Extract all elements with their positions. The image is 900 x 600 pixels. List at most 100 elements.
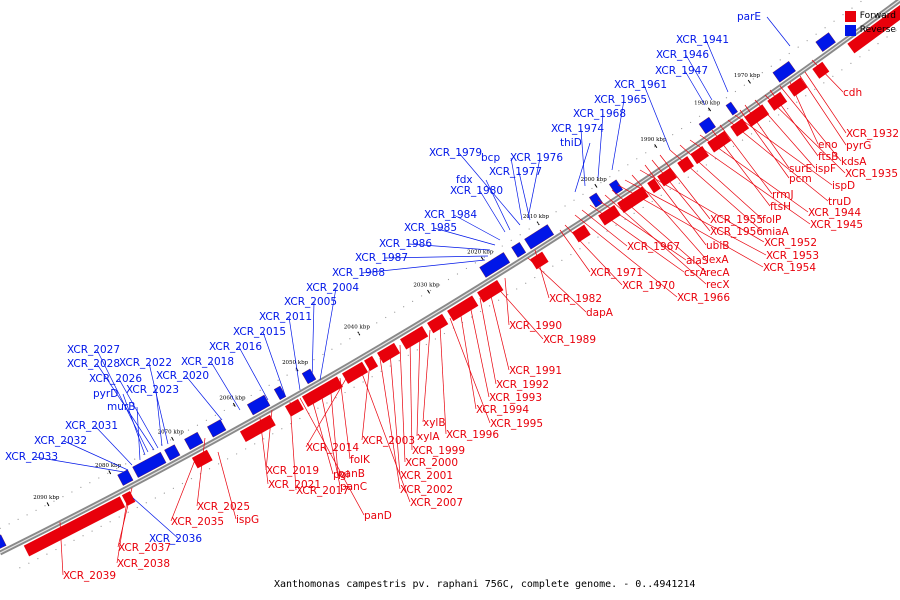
reverse-leader-line: [684, 70, 706, 106]
tick-dot: [663, 140, 665, 142]
reverse-gene-label: XCR_2032: [34, 435, 87, 447]
reverse-gene-label: XCR_2022: [119, 357, 172, 369]
reverse-gene-label: XCR_2005: [284, 296, 337, 308]
tick-dot: [597, 236, 599, 238]
forward-gene-label: XCR_1953: [766, 250, 819, 262]
forward-gene-block: [284, 398, 304, 417]
reverse-leader-line: [63, 440, 129, 471]
tick-label: 2030 kbp: [413, 283, 440, 289]
tick-dot: [787, 107, 789, 110]
tick-dot: [250, 394, 252, 397]
reverse-leader-line: [766, 16, 791, 47]
forward-leader-line: [309, 391, 334, 475]
tick-mark: [747, 79, 751, 84]
forward-gene-label: XCR_1990: [509, 320, 562, 332]
tick-dot: [362, 381, 364, 383]
tick-dot: [438, 284, 441, 286]
forward-gene-label: XCR_1992: [496, 379, 549, 391]
tick-mark: [654, 144, 658, 149]
tick-dot: [331, 348, 333, 350]
reverse-gene-label: XCR_1987: [355, 252, 408, 264]
tick-dot: [254, 443, 256, 445]
tick-dot: [223, 409, 225, 412]
tick-dot: [877, 42, 879, 45]
forward-gene-label: pgi: [333, 469, 349, 481]
tick-dot: [326, 402, 328, 404]
forward-gene-label: XCR_1996: [446, 429, 499, 441]
forward-gene-label: cdh: [843, 87, 862, 99]
forward-leader-line: [799, 75, 847, 146]
tick-dot: [107, 472, 109, 474]
tick-dot: [651, 200, 653, 203]
tick-label: 2010 kbp: [523, 214, 550, 220]
reverse-leader-line: [136, 406, 141, 461]
tick-dot: [725, 97, 728, 99]
forward-gene-block: [23, 496, 126, 557]
forward-gene-label: XCR_1982: [549, 293, 602, 305]
tick-dot: [615, 224, 617, 226]
forward-gene-label: XCR_1971: [590, 267, 643, 279]
tick-dot: [636, 158, 638, 160]
forward-gene-label: XCR_2038: [117, 558, 170, 570]
tick-dot: [588, 242, 590, 244]
reverse-leader-line: [485, 179, 511, 231]
forward-leader-line: [764, 94, 846, 174]
tick-dot: [217, 463, 220, 465]
forward-leader-line: [574, 214, 678, 298]
reverse-gene-block: [301, 368, 317, 385]
tick-dot: [743, 84, 745, 86]
forward-leader-line: [196, 437, 206, 507]
reverse-leader-line: [132, 497, 180, 540]
tick-dot: [814, 88, 816, 90]
reverse-gene-block: [524, 224, 555, 250]
reverse-gene-block: [511, 242, 527, 258]
forward-leader-line: [754, 99, 816, 169]
reverse-leader-line: [96, 363, 155, 451]
tick-dot: [349, 338, 351, 340]
forward-gene-label: XCR_1991: [509, 365, 562, 377]
tick-dot: [190, 477, 193, 480]
reverse-gene-label: XCR_1976: [510, 152, 563, 164]
reverse-gene-label: XCR_1980: [450, 185, 503, 197]
tick-dot: [172, 487, 174, 489]
forward-gene-label: panB: [338, 468, 365, 480]
tick-dot: [322, 353, 324, 356]
forward-leader-line: [416, 334, 421, 437]
tick-dot: [163, 492, 165, 494]
tick-dot: [145, 502, 147, 504]
tick-dot: [552, 265, 554, 267]
tick-label: 2060 kbp: [219, 396, 246, 402]
tick-dot: [109, 521, 111, 523]
forward-leader-line: [409, 339, 413, 451]
tick-dot: [73, 539, 75, 541]
reverse-leader-line: [643, 84, 671, 151]
tick-dot: [62, 495, 64, 498]
tick-dot: [707, 109, 710, 111]
tick-dot: [770, 65, 772, 67]
tick-dot: [367, 327, 369, 329]
forward-gene-label: XCR_1967: [627, 241, 680, 253]
tick-dot: [407, 354, 409, 356]
tick-dot: [868, 49, 870, 51]
tick-dot: [609, 176, 611, 178]
tick-mark: [707, 107, 712, 112]
reverse-gene-label: XCR_2023: [126, 384, 179, 396]
forward-leader-line: [422, 329, 431, 423]
tick-dot: [579, 248, 581, 250]
forward-gene-label: pyrG: [846, 140, 871, 152]
tick-dot: [232, 404, 234, 407]
reverse-gene-label: XCR_2031: [65, 420, 118, 432]
tick-dot: [178, 434, 181, 436]
tick-dot: [841, 69, 843, 71]
tick-dot: [716, 103, 719, 105]
tick-dot: [335, 397, 337, 399]
forward-gene-block: [477, 279, 504, 303]
tick-dot: [89, 482, 91, 484]
tick-mark: [480, 256, 484, 261]
reverse-leader-line: [155, 389, 163, 447]
tick-dot: [286, 374, 288, 376]
forward-leader-line: [639, 169, 765, 243]
forward-gene-label: XCR_1954: [763, 262, 816, 274]
tick-dot: [64, 544, 66, 546]
tick-dot: [152, 448, 154, 451]
